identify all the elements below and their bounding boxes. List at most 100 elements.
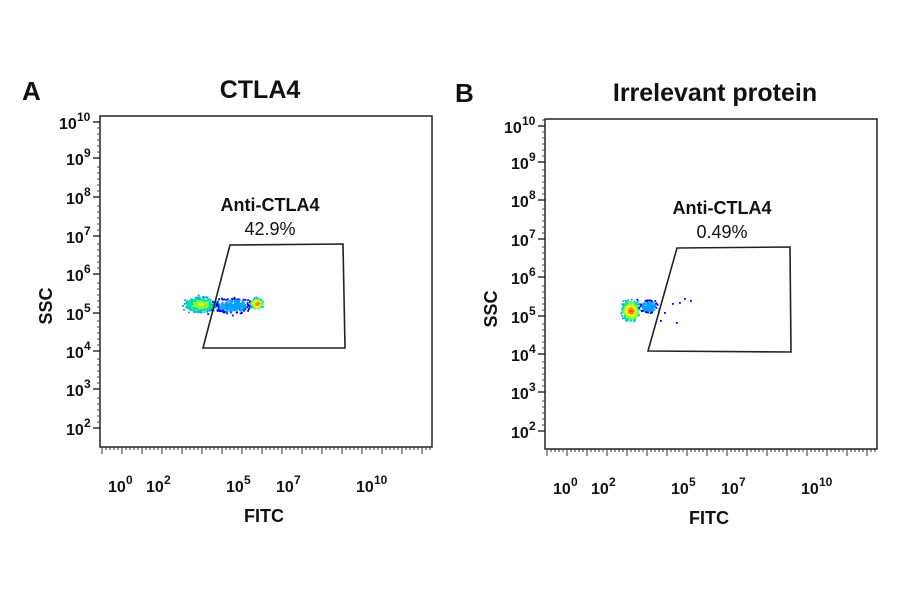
event-dot: [631, 311, 633, 313]
y-tick-label-base: 10: [66, 230, 84, 247]
event-dot: [630, 314, 633, 317]
event-dot: [198, 296, 201, 299]
event-dot: [260, 306, 263, 308]
event-dot: [640, 303, 642, 306]
event-dot: [645, 308, 647, 310]
event-dot: [231, 299, 234, 301]
event-dot: [644, 303, 647, 306]
event-dot: [242, 298, 245, 301]
event-dot: [664, 312, 666, 314]
event-dot: [633, 312, 636, 314]
event-dot: [626, 313, 628, 316]
event-dot: [193, 311, 196, 314]
event-dot: [626, 317, 628, 320]
event-dot: [622, 311, 625, 314]
event-dot: [246, 302, 249, 304]
event-dot: [630, 308, 633, 311]
event-dot: [186, 300, 188, 303]
event-dot: [212, 301, 214, 303]
event-dots: [620, 298, 692, 324]
event-dot: [637, 307, 640, 310]
x-tick-label: 10 5: [226, 473, 251, 496]
event-dot: [654, 303, 656, 306]
event-dot: [240, 303, 243, 305]
y-tick-label: 10 9: [66, 146, 91, 169]
event-dot: [211, 307, 213, 309]
y-tick-label: 10 2: [66, 416, 91, 439]
event-dot: [629, 319, 632, 322]
event-dot: [626, 316, 628, 319]
event-dot: [194, 304, 197, 307]
y-axis-label: SSC: [36, 287, 56, 324]
y-tick-label: 10 6: [511, 265, 536, 288]
event-dot: [253, 297, 256, 300]
y-tick-label: 10 3: [66, 377, 91, 400]
event-dot: [225, 308, 228, 311]
event-dot: [196, 305, 199, 308]
event-dot: [247, 310, 249, 312]
event-dot: [636, 298, 639, 301]
x-tick-label-exp: 10: [374, 473, 388, 487]
y-tick-label-exp: 5: [529, 304, 536, 318]
event-dot: [216, 308, 218, 311]
event-dot: [238, 300, 241, 303]
event-dot: [216, 301, 219, 304]
event-dot: [204, 296, 206, 299]
event-dot: [632, 302, 635, 305]
event-dot: [621, 311, 623, 314]
gate-name: Anti-CTLA4: [673, 198, 772, 218]
event-dot: [201, 309, 204, 311]
event-dot: [637, 300, 640, 302]
event-dot: [244, 308, 247, 311]
event-dot: [227, 303, 230, 306]
event-dot: [198, 303, 201, 305]
y-tick-label: 10 4: [511, 342, 536, 365]
event-dot: [251, 300, 254, 303]
event-dot: [642, 309, 645, 312]
event-dot: [224, 303, 227, 306]
event-dot: [247, 304, 249, 306]
event-dot: [626, 319, 629, 322]
x-tick-label-base: 10: [226, 479, 244, 496]
event-dot: [206, 307, 209, 310]
event-dot: [625, 300, 627, 303]
event-dot: [200, 298, 202, 301]
event-dot: [255, 305, 257, 308]
event-dot: [219, 305, 222, 308]
x-tick-label: 10 7: [721, 475, 746, 498]
event-dot: [255, 300, 258, 303]
event-dot: [259, 301, 261, 303]
event-dot: [634, 316, 637, 319]
event-dot: [239, 312, 242, 315]
event-dot: [247, 299, 249, 302]
event-dot: [233, 296, 236, 299]
event-dot: [221, 301, 224, 304]
y-tick-label: 10 7: [66, 224, 91, 247]
event-dot: [238, 299, 240, 302]
event-dot: [635, 311, 638, 314]
event-dot: [254, 304, 256, 307]
event-dot: [645, 309, 647, 312]
event-dot: [645, 311, 647, 313]
event-dot: [190, 302, 193, 305]
x-tick-label: 10 2: [146, 473, 171, 496]
event-dot: [232, 308, 234, 310]
event-dot: [261, 303, 263, 306]
event-dot: [197, 297, 200, 300]
event-dot: [636, 304, 638, 306]
event-dot: [634, 318, 637, 321]
event-dot: [257, 301, 260, 304]
event-dot: [633, 306, 635, 309]
event-dot: [224, 305, 227, 307]
event-dot: [643, 308, 646, 311]
event-dot: [200, 311, 203, 314]
y-tick-label-base: 10: [511, 194, 529, 211]
y-tick-label: 10 8: [511, 188, 536, 211]
gate-percent: 42.9%: [244, 219, 295, 239]
event-dot: [633, 310, 635, 312]
event-dot: [230, 309, 233, 312]
event-dot: [248, 307, 251, 310]
event-dot: [636, 310, 639, 312]
event-dot: [199, 307, 202, 310]
